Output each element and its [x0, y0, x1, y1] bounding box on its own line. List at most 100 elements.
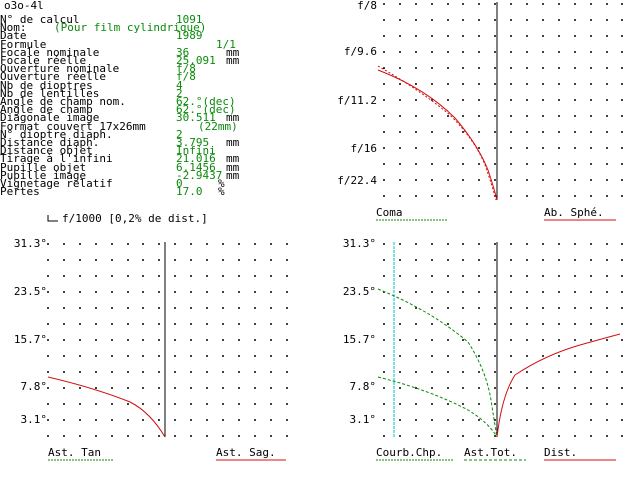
grid-mark [431, 275, 433, 277]
param-label: Formule [0, 37, 47, 51]
grid-mark [79, 307, 81, 309]
grid-mark [47, 291, 49, 293]
param-value: 1091 [176, 13, 203, 26]
grid-mark [462, 339, 464, 341]
grid-mark [158, 403, 160, 405]
grid-mark [526, 259, 528, 261]
grid-mark [478, 83, 480, 85]
grid-mark [606, 163, 608, 165]
grid-mark [286, 355, 288, 357]
grid-mark [558, 179, 560, 181]
grid-mark [190, 355, 192, 357]
distortion-curve [496, 333, 621, 438]
grid-mark [431, 19, 433, 21]
grid-mark [174, 323, 176, 325]
grid-mark [447, 435, 449, 437]
grid-mark [174, 387, 176, 389]
grid-mark [462, 371, 464, 373]
grid-mark [447, 19, 449, 21]
grid-mark [510, 83, 512, 85]
grid-mark [447, 115, 449, 117]
grid-mark [478, 435, 480, 437]
grid-mark [111, 275, 113, 277]
grid-mark [510, 259, 512, 261]
grid-mark [606, 371, 608, 373]
param-unit: mm [226, 111, 240, 125]
grid-mark [558, 35, 560, 37]
grid-mark [222, 307, 224, 309]
grid-mark [222, 403, 224, 405]
grid-mark [399, 403, 401, 405]
grid-mark [447, 195, 449, 197]
grid-mark [574, 275, 576, 277]
grid-mark [542, 195, 544, 197]
grid-mark [111, 435, 113, 437]
grid-mark [383, 371, 385, 373]
field-tick: 31.3° [343, 237, 376, 250]
aperture-tick: f/16 [351, 142, 378, 155]
grid-mark [621, 67, 623, 69]
grid-mark [431, 3, 433, 5]
grid-mark [590, 35, 592, 37]
grid-mark [111, 387, 113, 389]
grid-mark [399, 99, 401, 101]
grid-mark [174, 435, 176, 437]
legend-ast-sag: Ast. Sag. [216, 446, 276, 459]
grid-mark [222, 419, 224, 421]
grid-mark [383, 387, 385, 389]
grid-mark [462, 403, 464, 405]
grid-mark [158, 355, 160, 357]
grid-mark [399, 307, 401, 309]
grid-mark [286, 419, 288, 421]
grid-mark [462, 195, 464, 197]
grid-mark [383, 19, 385, 21]
grid-mark [494, 259, 496, 261]
grid-mark [206, 355, 208, 357]
grid-mark [190, 419, 192, 421]
grid-mark [574, 19, 576, 21]
grid-mark [558, 163, 560, 165]
grid-mark [190, 339, 192, 341]
param-label: Diagonale image [0, 111, 100, 125]
grid-mark [462, 179, 464, 181]
param-value: 6.1456 [176, 160, 216, 174]
grid-mark [590, 291, 592, 293]
grid-mark [606, 291, 608, 293]
grid-mark [47, 339, 49, 341]
grid-mark [431, 195, 433, 197]
grid-mark [621, 195, 623, 197]
param-value: (Pour film cylindrique) [54, 21, 207, 35]
grid-mark [158, 259, 160, 261]
grid-mark [478, 259, 480, 261]
grid-mark [542, 355, 544, 357]
grid-mark [462, 419, 464, 421]
param-value: 2 [176, 127, 183, 141]
grid-mark [478, 403, 480, 405]
grid-mark [286, 307, 288, 309]
grid-mark [621, 307, 623, 309]
grid-mark [238, 339, 240, 341]
grid-mark [621, 403, 623, 405]
grid-mark [478, 339, 480, 341]
grid-mark [79, 435, 81, 437]
param-label: Date [0, 29, 27, 43]
grid-mark [542, 115, 544, 117]
param-value: f/8 [176, 70, 196, 84]
grid-mark [494, 131, 496, 133]
grid-mark [494, 67, 496, 69]
grid-mark [63, 275, 65, 277]
grid-mark [383, 195, 385, 197]
grid-mark [383, 259, 385, 261]
grid-mark [127, 371, 129, 373]
grid-mark [254, 435, 256, 437]
grid-mark [526, 163, 528, 165]
grid-mark [222, 371, 224, 373]
grid-mark [415, 323, 417, 325]
grid-mark [526, 3, 528, 5]
param-value: (22mm) [198, 119, 238, 133]
grid-mark [542, 259, 544, 261]
param-label: Distance objet [0, 144, 93, 158]
grid-mark [510, 307, 512, 309]
field-tick: 31.3° [14, 237, 47, 250]
grid-mark [254, 243, 256, 245]
